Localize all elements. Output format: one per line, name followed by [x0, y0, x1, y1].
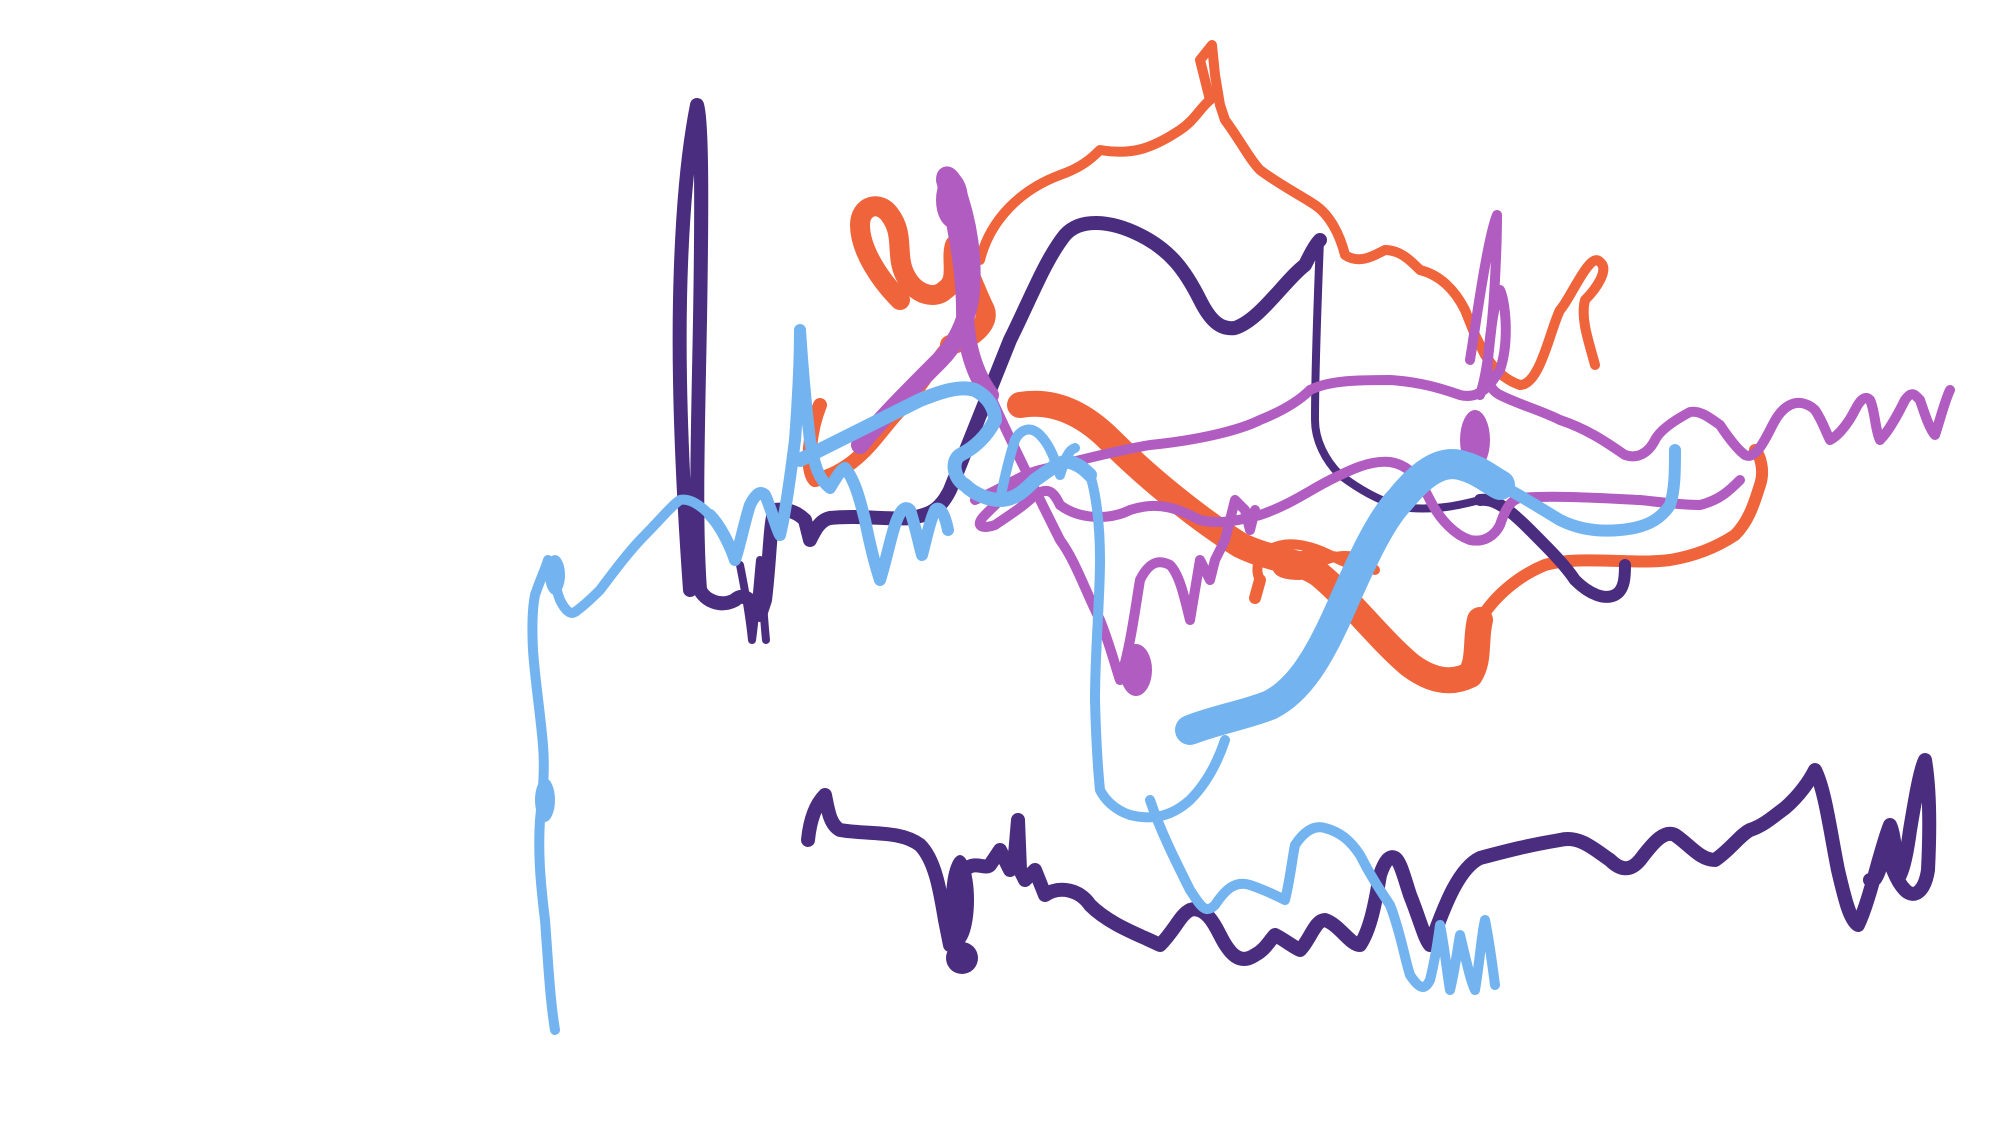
- light-blue-bulge-left: [535, 778, 555, 822]
- light-blue-left-column: [527, 494, 715, 1035]
- magenta-tube-right-spike: [1465, 210, 1502, 400]
- light-blue-bulge-top: [545, 555, 565, 595]
- dark-purple-left-squiggle: [736, 556, 770, 644]
- light-blue-right-arm: [1494, 444, 1681, 537]
- dark-purple-lower-wave: [801, 753, 1937, 966]
- light-blue-middle-ripple: [995, 424, 1080, 505]
- magenta-tube-long-arch: [970, 285, 1955, 505]
- orange-tube-middle-tangle: [1252, 539, 1380, 585]
- light-blue-thick-diagonal: [1175, 449, 1515, 745]
- magenta-bulge-bottom: [1120, 644, 1152, 696]
- light-blue-left-loop: [793, 381, 1097, 507]
- magenta-bulge-top: [936, 172, 968, 228]
- dark-purple-end-cap: [946, 942, 978, 974]
- orange-tube-right-section: [1474, 444, 1769, 626]
- orange-tube-diagonal-thick: [1007, 390, 1493, 694]
- dark-purple-right-tail: [1474, 493, 1631, 603]
- light-blue-left-squiggle: [704, 324, 954, 586]
- light-blue-tube: [527, 324, 1681, 1035]
- magenta-tube: [851, 166, 1955, 696]
- orange-tube-left-loop: [850, 196, 996, 355]
- dark-purple-vertical-drop: [1311, 236, 1484, 513]
- light-blue-middle-drop: [1085, 470, 1230, 823]
- light-blue-lower-run: [1145, 795, 1500, 995]
- orange-tube-bottom-drop: [1249, 574, 1266, 604]
- dark-purple-bulge: [946, 855, 974, 945]
- orange-tube-upper-arch: [975, 40, 1609, 390]
- dark-purple-tall-spike: [672, 98, 709, 597]
- magenta-tube-lower-loop: [974, 456, 1745, 546]
